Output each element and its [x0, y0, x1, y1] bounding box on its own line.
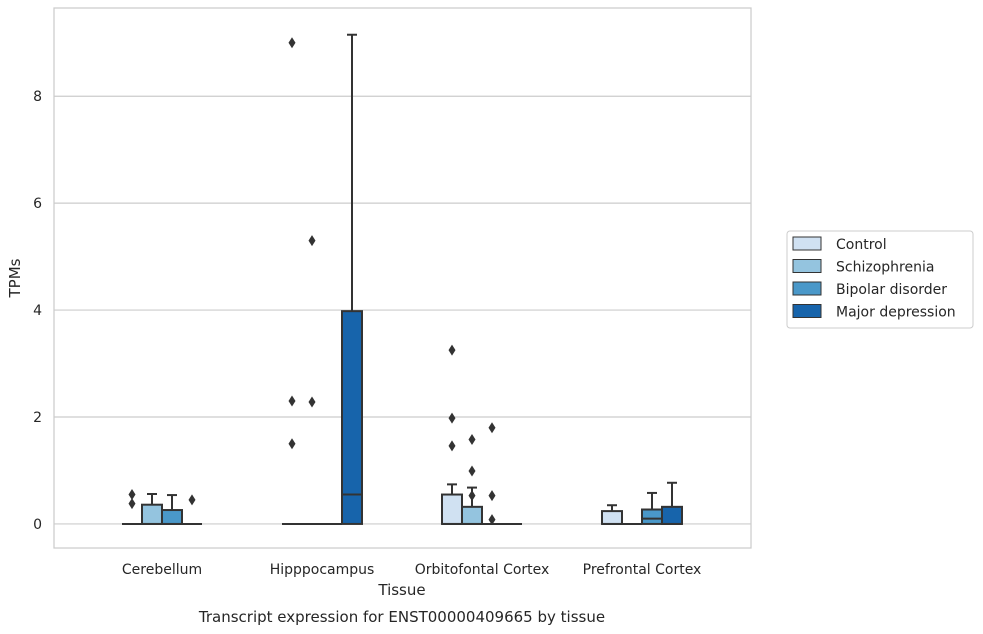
- x-tick-labels: Cerebellum Hipppocampus Orbitofontal Corte…: [122, 562, 701, 578]
- y-tick-label: 6: [33, 196, 42, 212]
- box-0-1: [141, 493, 163, 525]
- y-tick-label: 4: [33, 303, 42, 319]
- x-tick-label: Prefrontal Cortex: [583, 562, 702, 578]
- box-3-3: [661, 481, 683, 525]
- outlier-point: [468, 465, 476, 477]
- legend-frame: [786, 230, 974, 329]
- box-body: [141, 503, 163, 525]
- legend: Control Schizophrenia Bipolar disorder Majo…: [786, 230, 974, 329]
- legend-label: Bipolar disorder: [836, 282, 947, 298]
- y-tick-label: 2: [33, 410, 42, 426]
- legend-swatch: [792, 281, 822, 296]
- outlier-point: [468, 490, 476, 502]
- x-tick-label: Cerebellum: [122, 562, 202, 578]
- y-tick-labels: 0 2 4 6 8: [33, 89, 42, 533]
- grid-lines: [54, 95, 751, 525]
- plot-area-frame: [53, 7, 752, 549]
- box-2-0: [441, 483, 463, 525]
- outlier-point: [308, 396, 316, 408]
- outlier-point: [288, 37, 296, 49]
- outlier-point: [448, 440, 456, 452]
- legend-label: Control: [836, 237, 887, 253]
- outlier-point: [308, 235, 316, 247]
- chart-caption: Transcript expression for ENST0000040966…: [198, 608, 605, 626]
- box-body: [161, 509, 183, 525]
- outlier-points: [128, 37, 496, 526]
- outlier-point: [488, 514, 496, 526]
- legend-swatch: [792, 304, 822, 318]
- box-body: [641, 508, 663, 525]
- box-body: [601, 510, 623, 525]
- outlier-point: [288, 395, 296, 407]
- box-body: [341, 310, 363, 525]
- legend-swatch: [792, 236, 822, 251]
- boxes: [122, 33, 683, 525]
- legend-swatch: [792, 259, 822, 273]
- outlier-point: [468, 433, 476, 445]
- outlier-point: [488, 490, 496, 502]
- box-3-2: [641, 491, 663, 525]
- y-tick-label: 8: [33, 89, 42, 105]
- box-1-3: [341, 33, 363, 525]
- x-axis-label: Tissue: [377, 581, 425, 599]
- box-body: [661, 505, 683, 525]
- box-body: [461, 505, 483, 525]
- y-tick-label: 0: [33, 517, 42, 533]
- outlier-point: [288, 438, 296, 450]
- legend-label: Schizophrenia: [836, 260, 934, 276]
- x-tick-label: Hipppocampus: [270, 562, 375, 578]
- outlier-point: [448, 412, 456, 424]
- box-0-2: [161, 494, 183, 525]
- outlier-point: [128, 489, 136, 501]
- box-3-0: [601, 504, 623, 525]
- outlier-point: [488, 422, 496, 434]
- legend-label: Major depression: [836, 305, 956, 321]
- box-body: [441, 493, 463, 525]
- outlier-point: [448, 344, 456, 356]
- outlier-point: [128, 498, 136, 510]
- x-tick-label: Orbitofontal Cortex: [415, 562, 550, 578]
- y-axis-label: TPMs: [6, 258, 24, 298]
- outlier-point: [188, 494, 196, 506]
